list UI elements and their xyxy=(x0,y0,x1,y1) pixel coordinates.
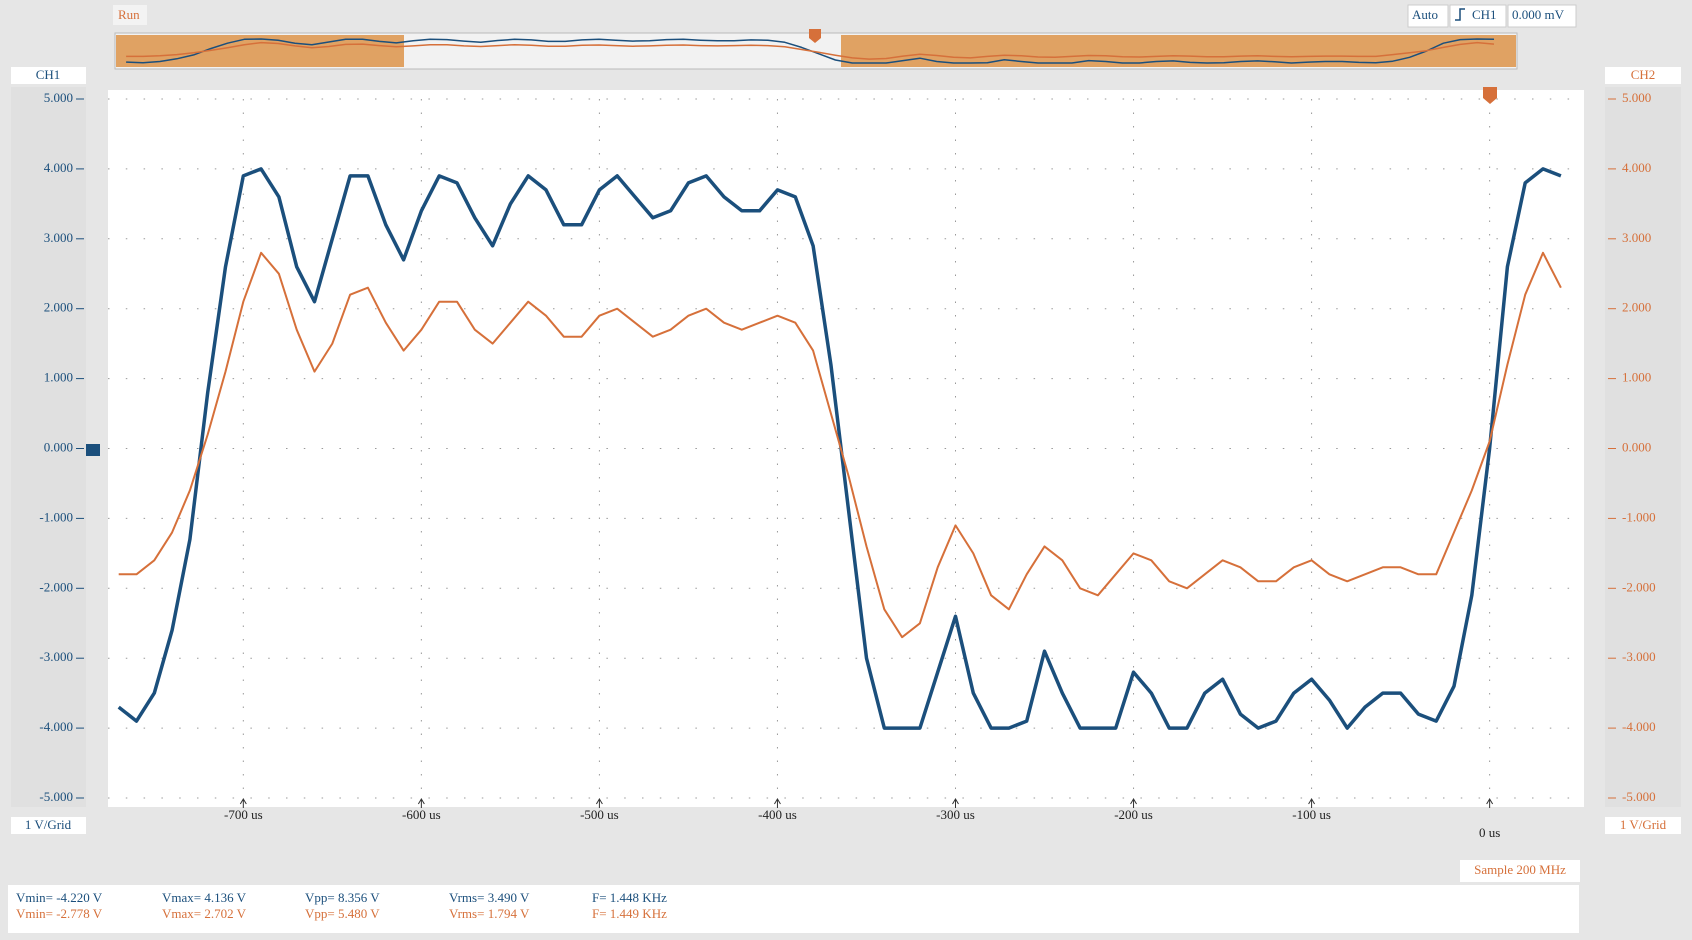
x-tick xyxy=(952,798,959,808)
ch2-scale: 1 V/Grid xyxy=(1620,817,1667,832)
measurement: Vmin= -4.220 V xyxy=(16,890,103,905)
plot-area xyxy=(108,90,1584,807)
x-tick-label: -300 us xyxy=(936,807,975,822)
y-tick-label: 1.000 xyxy=(44,370,73,385)
y-tick-label: -1.000 xyxy=(39,509,73,524)
measurement: Vrms= 1.794 V xyxy=(449,906,530,921)
y2-tick-label: -1.000 xyxy=(1622,509,1656,524)
trace xyxy=(118,251,1562,639)
y-tick-label: 5.000 xyxy=(44,90,73,105)
y2-tick-label: 3.000 xyxy=(1622,230,1651,245)
ch1-title: CH1 xyxy=(36,67,61,82)
overview-trace xyxy=(126,41,1495,60)
trigger-marker xyxy=(1483,87,1497,104)
ch1-title-box xyxy=(11,67,86,84)
edge-icon xyxy=(1455,8,1465,21)
y-tick-label: 3.000 xyxy=(44,230,73,245)
x-tick-label: -700 us xyxy=(224,807,263,822)
y2-tick-label: 2.000 xyxy=(1622,300,1651,315)
x-tick-label: 0 us xyxy=(1479,825,1500,840)
ch1-scale-box xyxy=(11,817,86,834)
measurement: F= 1.448 KHz xyxy=(592,890,667,905)
measurement: Vmax= 2.702 V xyxy=(162,906,247,921)
y-tick-label: 4.000 xyxy=(44,160,73,175)
traces xyxy=(117,167,1562,730)
measurement: Vmax= 4.136 V xyxy=(162,890,247,905)
sample-box xyxy=(1460,860,1580,882)
y2-tick-label: 4.000 xyxy=(1622,160,1651,175)
measurement: Vrms= 3.490 V xyxy=(449,890,530,905)
trigger-level: 0.000 mV xyxy=(1512,7,1565,22)
y-tick-label: 0.000 xyxy=(44,439,73,454)
ch2-axis-panel xyxy=(1605,87,1681,807)
x-tick-label: -500 us xyxy=(580,807,619,822)
x-tick-label: -100 us xyxy=(1292,807,1331,822)
x-tick-label: -400 us xyxy=(758,807,797,822)
y-tick-label: -5.000 xyxy=(39,789,73,804)
ch2-title: CH2 xyxy=(1631,67,1656,82)
y-tick-label: -4.000 xyxy=(39,719,73,734)
y2-tick-label: -5.000 xyxy=(1622,789,1656,804)
y-tick-label: -3.000 xyxy=(39,649,73,664)
x-tick xyxy=(1486,798,1494,808)
y2-tick-label: -3.000 xyxy=(1622,649,1656,664)
trigger-source-button[interactable] xyxy=(1449,4,1507,28)
trigger-mode-button[interactable] xyxy=(1407,4,1449,28)
overview-trigger-marker xyxy=(809,29,821,43)
ch2-title-box xyxy=(1605,67,1681,84)
measurement: Vmin= -2.778 V xyxy=(16,906,103,921)
ch2-scale-box xyxy=(1605,817,1681,834)
measurement: Vpp= 5.480 V xyxy=(305,906,380,921)
x-tick xyxy=(774,798,781,808)
sample-rate: Sample 200 MHz xyxy=(1474,862,1566,877)
ground-marker xyxy=(86,444,100,456)
y2-tick-label: 1.000 xyxy=(1622,370,1651,385)
measurement: F= 1.449 KHz xyxy=(592,906,667,921)
measurement-panel xyxy=(8,885,1579,933)
y-tick-label: 2.000 xyxy=(44,300,73,315)
trace xyxy=(117,167,1562,730)
y2-tick-label: -4.000 xyxy=(1622,719,1656,734)
x-tick xyxy=(239,798,247,808)
trigger-mode: Auto xyxy=(1412,7,1438,22)
y2-tick-label: 5.000 xyxy=(1622,90,1651,105)
x-tick-label: -200 us xyxy=(1114,807,1153,822)
ch1-scale: 1 V/Grid xyxy=(25,817,72,832)
y2-tick-label: -2.000 xyxy=(1622,579,1656,594)
x-tick xyxy=(595,798,603,808)
x-tick xyxy=(1130,798,1137,808)
run-status: Run xyxy=(118,7,140,22)
trigger-source: CH1 xyxy=(1472,7,1497,22)
overview[interactable] xyxy=(114,32,1518,70)
measurement: Vpp= 8.356 V xyxy=(305,890,380,905)
x-tick-label: -600 us xyxy=(402,807,441,822)
y-tick-label: -2.000 xyxy=(39,579,73,594)
run-button[interactable] xyxy=(113,5,147,25)
overview-region xyxy=(116,35,404,67)
x-tick xyxy=(417,798,425,808)
y2-tick-label: 0.000 xyxy=(1622,439,1651,454)
trigger-level-button[interactable] xyxy=(1507,4,1577,28)
ch1-axis-panel xyxy=(11,87,86,807)
x-tick xyxy=(1308,798,1316,808)
